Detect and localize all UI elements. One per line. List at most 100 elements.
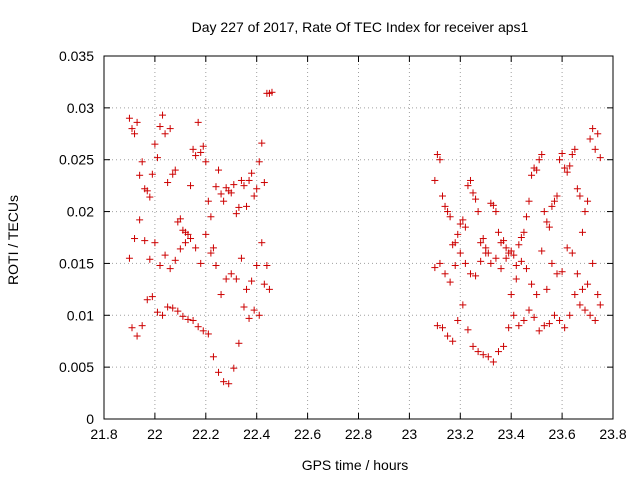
data-point [522,265,530,273]
data-point [151,140,159,148]
y-tick-label: 0.02 [67,204,94,220]
data-point [204,197,212,205]
data-point [472,272,480,280]
data-point [161,130,169,138]
data-point [215,166,223,174]
data-point [517,257,525,265]
data-point [484,353,492,361]
data-point [194,323,202,331]
data-point [436,259,444,267]
data-point [125,114,133,122]
data-point [230,181,238,189]
data-point [232,275,240,283]
data-point [479,351,487,359]
data-point [528,280,536,288]
data-point [545,320,553,328]
data-point [456,220,464,228]
data-point [263,262,271,270]
data-point [464,182,472,190]
data-point [500,237,508,245]
data-point [125,254,133,262]
data-point [217,190,225,198]
data-point [502,254,510,262]
data-point [171,256,179,264]
data-point [240,303,248,311]
x-tick-label: 22.2 [192,426,219,442]
data-point [584,280,592,288]
data-point [192,152,200,160]
y-axis-label: ROTI / TECUs [5,195,21,285]
data-point [461,223,469,231]
data-point [143,296,151,304]
x-tick-label: 22.8 [345,426,372,442]
data-point [136,216,144,224]
data-point [131,235,139,243]
data-point [153,154,161,162]
data-point [479,235,487,243]
data-point [209,353,217,361]
y-tick-label: 0 [86,411,94,427]
data-point [454,230,462,238]
data-point [556,316,564,324]
data-point [194,118,202,126]
data-point [143,187,151,195]
x-tick-label: 23 [402,426,418,442]
data-point [138,158,146,166]
data-point [250,306,258,314]
data-point [232,210,240,218]
data-point [507,291,515,299]
data-point [240,182,248,190]
data-point [245,176,253,184]
data-point [571,291,579,299]
data-point [192,244,200,252]
data-point [176,215,184,223]
data-point [553,192,561,200]
data-point [589,125,597,133]
data-point [525,197,533,205]
data-point [433,322,441,330]
data-point [227,270,235,278]
x-tick-label: 23.2 [447,426,474,442]
y-tick-label: 0.025 [59,152,94,168]
data-point [454,316,462,324]
data-point [584,197,592,205]
data-point [171,166,179,174]
data-point [159,311,167,319]
data-point [146,193,154,201]
data-point [153,308,161,316]
data-point [578,285,586,293]
data-point [466,270,474,278]
data-point [558,268,566,276]
data-point [166,125,174,133]
data-point [449,337,457,345]
data-point [260,179,268,187]
data-point [594,291,602,299]
x-tick-label: 22 [147,426,163,442]
data-point [477,257,485,265]
data-point [131,130,139,138]
data-point [230,364,238,372]
data-point [492,254,500,262]
data-point [169,170,177,178]
data-point [566,311,574,319]
x-tick-label: 22.6 [294,426,321,442]
data-point [148,170,156,178]
data-point [474,208,482,216]
y-axis-tick-labels: 0 0.005 0.01 0.015 0.02 0.025 0.03 0.035 [59,48,94,427]
data-point [169,304,177,312]
data-point [561,324,569,332]
data-point [248,277,256,285]
data-point [255,158,263,166]
data-point [530,313,538,321]
data-point [548,259,556,267]
data-point [128,324,136,332]
data-point [520,316,528,324]
data-point [512,262,520,270]
data-point [181,239,189,247]
data-point [451,262,459,270]
data-point [174,307,182,315]
data-point [237,176,245,184]
data-point [512,275,520,283]
data-point [535,327,543,335]
data-point [220,197,228,205]
